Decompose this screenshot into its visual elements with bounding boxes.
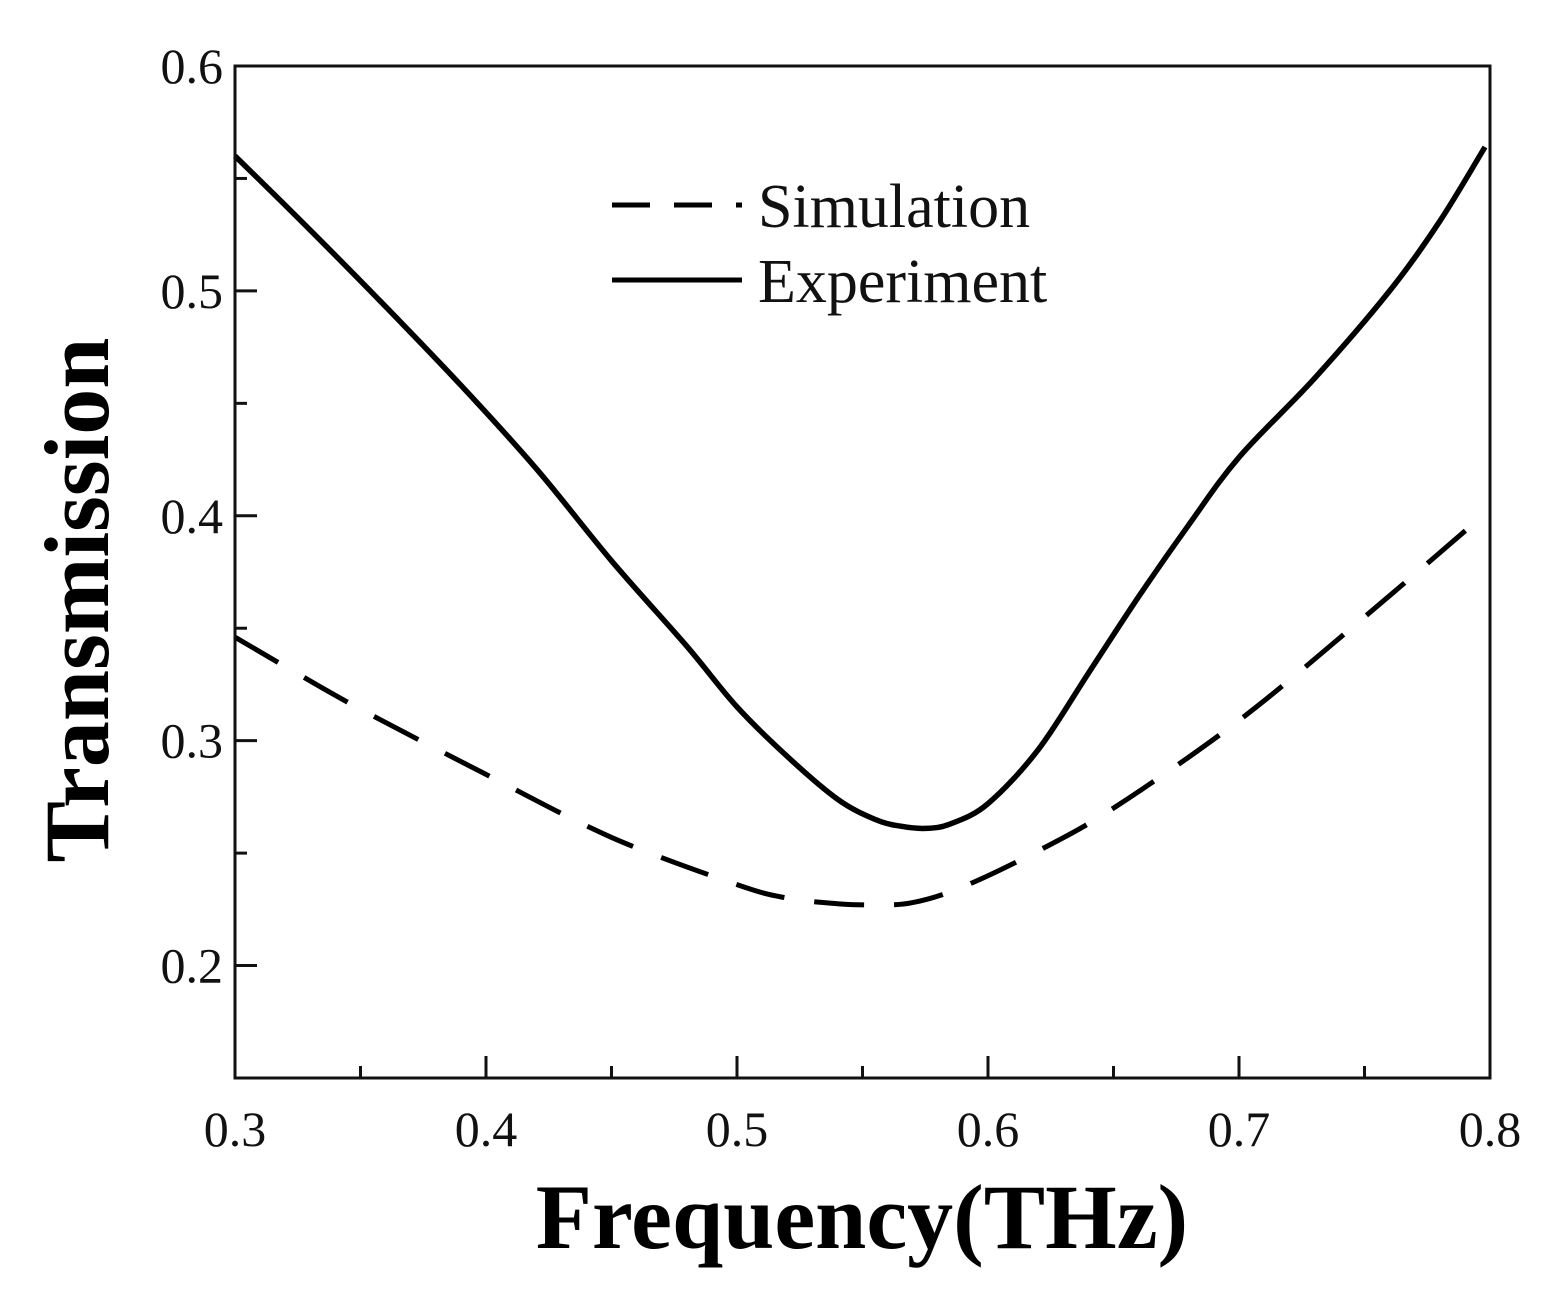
x-tick-label: 0.4 — [455, 1101, 518, 1157]
labels-layer: 0.3 0.4 0.5 0.6 0.7 0.8 0.2 0.3 0.4 0.5 0.6 — [161, 38, 1522, 1157]
legend: Simulation Experiment — [612, 173, 1047, 316]
series-layer — [233, 145, 1488, 908]
simulation-line — [233, 518, 1480, 908]
x-tick-label: 0.6 — [957, 1101, 1020, 1157]
simulation-legend-label: Simulation — [758, 173, 1030, 241]
y-tick-label: 0.5 — [161, 263, 224, 319]
y-tick-label: 0.4 — [161, 488, 224, 544]
x-axis-title: Frequency(THz) — [536, 1166, 1188, 1268]
x-tick-label: 0.3 — [204, 1101, 267, 1157]
experiment-legend-label: Experiment — [758, 248, 1047, 316]
x-tick-label: 0.5 — [706, 1101, 769, 1157]
x-tick-label: 0.7 — [1208, 1101, 1271, 1157]
x-tick-label: 0.8 — [1459, 1101, 1522, 1157]
y-axis-title: Transmission — [26, 338, 128, 863]
y-tick-label: 0.2 — [161, 938, 224, 994]
y-tick-label: 0.6 — [161, 38, 224, 94]
plot-frame — [233, 64, 1492, 1080]
experiment-line — [233, 145, 1488, 832]
y-tick-label: 0.3 — [161, 713, 224, 769]
